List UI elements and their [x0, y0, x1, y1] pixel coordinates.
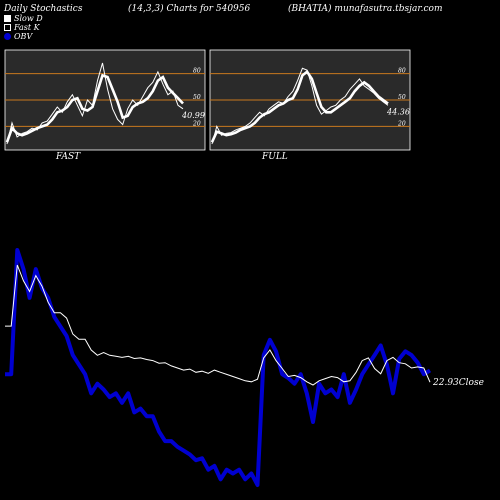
full-last-value-label: 44.36: [386, 107, 410, 116]
full-panel-title: FULL: [262, 152, 288, 162]
obv-swatch-icon: [4, 33, 11, 40]
legend-item-slow-d: Slow D: [4, 14, 43, 23]
fast-last-value-label: 40.99: [181, 111, 205, 120]
fast-tick-20: 20: [192, 120, 201, 127]
legend: Slow D Fast K OBV: [4, 14, 43, 41]
full-series-slow-d: [210, 69, 389, 143]
legend-label-obv: OBV: [14, 32, 33, 41]
slow-d-swatch-icon: [4, 15, 11, 22]
header-left: Daily Stochastics: [4, 4, 83, 14]
header-right: (BHATIA) munafasutra.tbsjar.com: [288, 4, 443, 14]
header-center: (14,3,3) Charts for 540956: [128, 4, 251, 14]
full-tick-20: 20: [397, 120, 406, 127]
close-value-label: 22.93Close: [432, 378, 484, 388]
obv-line: [5, 248, 432, 487]
fast-series-slow-d: [5, 73, 184, 143]
legend-item-obv: OBV: [4, 32, 43, 41]
fast-tick-50: 50: [193, 94, 201, 101]
legend-label-fast-k: Fast K: [14, 23, 40, 32]
full-tick-80: 80: [398, 68, 406, 75]
full-series-fast-k: [211, 67, 389, 145]
fast-panel-title: FAST: [56, 152, 81, 162]
fast-series-fast-k: [6, 62, 184, 145]
fast-tick-80: 80: [193, 68, 201, 75]
fast-k-swatch-icon: [4, 24, 11, 31]
legend-item-fast-k: Fast K: [4, 23, 43, 32]
legend-label-slow-d: Slow D: [14, 14, 43, 23]
close-price-line: [5, 264, 431, 386]
full-tick-50: 50: [398, 94, 406, 101]
